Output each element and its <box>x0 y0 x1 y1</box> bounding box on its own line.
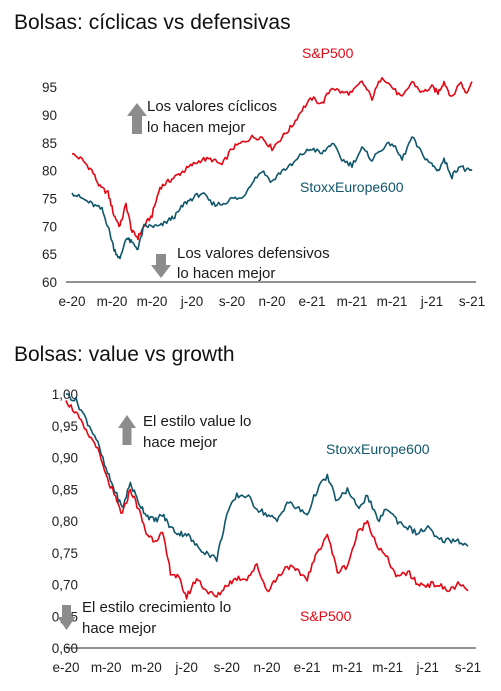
y-tick-label: 60 <box>42 275 57 290</box>
y-tick-label: 0,60 <box>52 641 78 656</box>
down-arrow-icon <box>57 605 76 630</box>
y-tick-label: 75 <box>42 191 57 206</box>
series-label-stoxx: StoxxEurope600 <box>326 441 430 457</box>
x-tick-labels: e-20 m-20 m-20 j-20 s-20 n-20 e-21 m-21 m-21 j-21… <box>52 660 481 675</box>
x-tick-label: j-20 <box>180 294 204 309</box>
y-tick-label: 1,00 <box>52 387 78 402</box>
annotation-value-line2: hace mejor <box>143 434 217 451</box>
series-label-stoxx: StoxxEurope600 <box>300 179 404 195</box>
x-tick-label: n-20 <box>253 660 280 675</box>
y-tick-label: 0,70 <box>52 578 78 593</box>
x-tick-label: m-21 <box>337 294 368 309</box>
series-label-sp500: S&P500 <box>302 45 354 61</box>
y-tick-label: 0,80 <box>52 514 78 529</box>
chart-ciclicas: Bolsas: cíclicas vs defensivas 60 65 70 75 8… <box>14 11 485 309</box>
annotation-ciclicos-line2: lo hacen mejor <box>147 119 245 136</box>
series-line-stoxxeurope600 <box>66 393 469 563</box>
x-tick-label: m-21 <box>372 660 403 675</box>
x-tick-label: m-20 <box>131 660 162 675</box>
x-tick-label: e-21 <box>294 660 321 675</box>
y-tick-label: 0,90 <box>52 451 78 466</box>
up-arrow-icon <box>127 103 147 134</box>
x-tick-label: s-20 <box>219 294 245 309</box>
annotation-ciclicos-line1: Los valores cíclicos <box>147 98 277 115</box>
x-tick-label: j-21 <box>420 294 444 309</box>
chart-title: Bolsas: value vs growth <box>14 343 235 366</box>
x-tick-label: m-20 <box>97 294 128 309</box>
x-tick-label: m-20 <box>137 294 168 309</box>
series-lines <box>65 393 469 600</box>
y-tick-label: 0,85 <box>52 482 78 497</box>
x-tick-label: e-20 <box>58 294 85 309</box>
x-tick-label: j-20 <box>174 660 198 675</box>
y-tick-label: 90 <box>42 108 57 123</box>
series-line-stoxxeurope600 <box>71 136 473 260</box>
annotation-defensivos-line2: lo hacen mejor <box>177 265 275 282</box>
y-tick-label: 0,75 <box>52 546 78 561</box>
x-tick-label: s-21 <box>455 660 481 675</box>
y-tick-labels: 1,000,950,900,850,800,750,700,650,60 <box>52 387 78 656</box>
up-arrow-icon <box>118 415 136 445</box>
x-tick-label: e-20 <box>52 660 79 675</box>
x-tick-label: e-21 <box>298 294 325 309</box>
y-tick-label: 0,95 <box>52 419 78 434</box>
y-tick-labels: 60 65 70 75 80 85 90 95 <box>42 80 57 290</box>
x-tick-label: s-20 <box>214 660 240 675</box>
series-line-sp500 <box>71 77 473 241</box>
x-tick-label: m-21 <box>332 660 363 675</box>
x-tick-label: s-21 <box>459 294 485 309</box>
series-line-sp500 <box>65 400 469 600</box>
annotation-defensivos-line1: Los valores defensivos <box>177 245 330 262</box>
annotation-crecimiento-line2: hace mejor <box>82 620 156 637</box>
y-tick-label: 80 <box>42 164 57 179</box>
y-tick-label: 85 <box>42 136 57 151</box>
x-tick-label: m-21 <box>377 294 408 309</box>
chart-value-growth: Bolsas: value vs growth 1,00 0,95 0,90 0,85… <box>14 343 481 675</box>
annotation-crecimiento-line1: El estilo crecimiento lo <box>82 599 231 616</box>
chart-title: Bolsas: cíclicas vs defensivas <box>14 11 291 34</box>
series-lines <box>71 77 473 260</box>
annotation-value-line1: El estilo value lo <box>143 413 251 430</box>
y-tick-label: 70 <box>42 219 57 234</box>
y-tick-label: 65 <box>42 247 57 262</box>
y-tick-label: 95 <box>42 80 57 95</box>
x-tick-label: j-21 <box>416 660 440 675</box>
series-label-sp500: S&P500 <box>300 608 352 624</box>
x-tick-label: n-20 <box>258 294 285 309</box>
x-tick-labels: e-20 m-20 m-20 j-20 s-20 n-20 e-21 m-21 m-21 j-21… <box>58 294 485 309</box>
x-tick-label: m-20 <box>91 660 122 675</box>
down-arrow-icon <box>151 254 171 278</box>
